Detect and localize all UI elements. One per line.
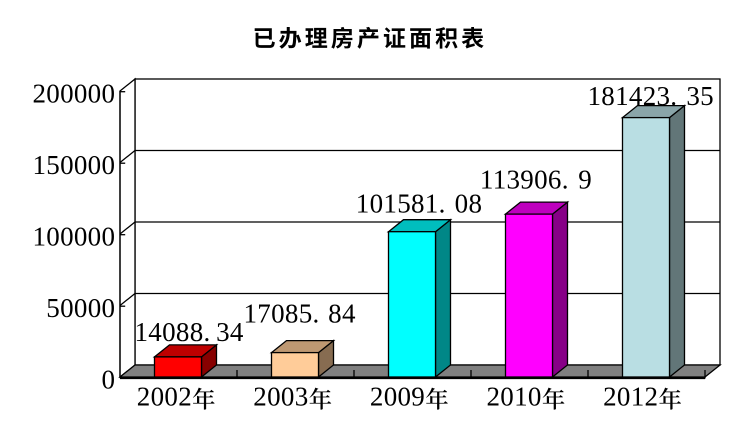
- svg-text:2012: 2012: [603, 382, 658, 412]
- svg-text:14088.34: 14088. 34: [135, 317, 244, 347]
- svg-text:100000: 100000: [32, 222, 115, 252]
- svg-text:101581.08: 101581. 08: [356, 189, 482, 219]
- svg-text:200000: 200000: [32, 79, 115, 109]
- svg-text:2010: 2010: [487, 382, 542, 412]
- svg-text:150000: 150000: [32, 150, 115, 180]
- svg-text:2002: 2002: [137, 382, 192, 412]
- svg-text:2009: 2009: [370, 382, 425, 412]
- svg-text:2003: 2003: [253, 382, 308, 412]
- svg-text:0: 0: [101, 365, 115, 395]
- svg-text:181423.35: 181423. 35: [588, 81, 714, 111]
- svg-text:17085.84: 17085. 84: [244, 299, 356, 329]
- svg-text:50000: 50000: [46, 293, 115, 323]
